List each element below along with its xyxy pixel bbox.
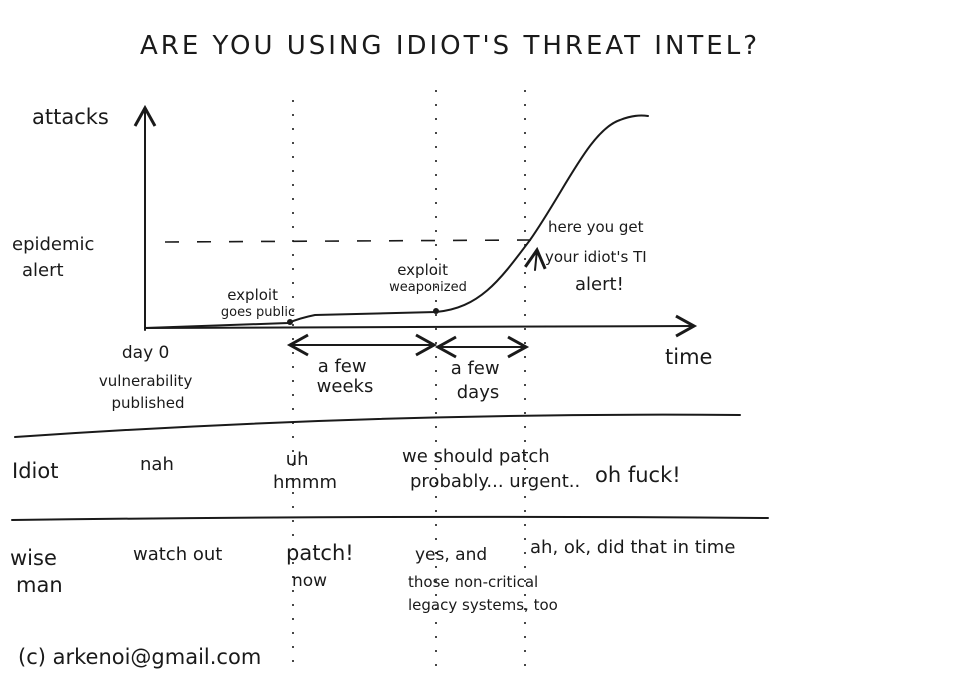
row-cell: watch out: [133, 544, 222, 565]
row-cell-line: legacy systems, too: [408, 596, 558, 614]
point: [287, 319, 293, 325]
row-label-line: wise: [10, 546, 57, 570]
arrow: [524, 246, 547, 271]
threshold-label-line: epidemic: [12, 234, 94, 255]
interval-label-line: days: [457, 382, 500, 403]
row-label-line: man: [16, 573, 63, 597]
row-label: Idiot: [12, 459, 58, 483]
x-axis: [144, 314, 698, 338]
annotation-line: exploit: [227, 286, 278, 304]
interval-label: a few days: [451, 358, 506, 403]
annotation-line: vulnerability: [99, 372, 193, 390]
threshold-label: epidemic alert: [12, 234, 100, 281]
row-cell: ah, ok, did that in time: [530, 537, 735, 558]
row-cell: oh fuck!: [595, 463, 681, 487]
point: [433, 308, 439, 314]
row-cell-line: now: [292, 571, 327, 591]
row-cell: nah: [140, 454, 174, 475]
x-axis-label: time: [665, 345, 712, 369]
annotation-line: here you get: [548, 218, 644, 236]
row-cell: uh hmmm: [273, 449, 337, 493]
row-cell-line: patch!: [286, 541, 354, 565]
annotation: here you get your idiot's TI alert!: [545, 218, 652, 295]
title: ARE YOU USING IDIOT'S THREAT INTEL?: [140, 31, 760, 61]
attack-curve: [144, 114, 649, 329]
row-cell-line: hmmm: [273, 472, 337, 493]
annotation-line: weaponized: [389, 280, 467, 295]
separator: [14, 413, 741, 438]
row-cell: patch! now: [286, 541, 360, 591]
footer: (c) arkenoi@gmail.com: [18, 645, 261, 669]
annotation-line: day 0: [122, 343, 170, 363]
separator: [11, 515, 769, 521]
row-cell-line: uh: [286, 449, 309, 470]
annotation-line: alert!: [575, 274, 624, 295]
y-axis-label: attacks: [32, 105, 109, 129]
row-cell-line: probably... urgent..: [410, 471, 580, 492]
row-cell-line: those non-critical: [408, 573, 538, 591]
annotation-line: your idiot's TI: [545, 248, 647, 266]
row-cell-line: yes, and: [415, 545, 487, 565]
annotation-line: goes public: [221, 305, 295, 320]
interval-label: a few weeks: [317, 356, 374, 397]
interval-label-line: a few: [318, 356, 367, 377]
row-cell: yes, and those non-critical legacy syste…: [408, 545, 558, 614]
row-label: wise man: [10, 546, 64, 597]
interval-label-line: weeks: [317, 376, 374, 397]
interval-label-line: a few: [451, 358, 500, 379]
annotation-line: published: [112, 394, 185, 412]
annotation: exploit weaponized: [389, 261, 467, 295]
annotation: exploit goes public: [221, 286, 295, 320]
threshold-label-line: alert: [22, 260, 64, 281]
row-cell-line: we should patch: [402, 446, 550, 467]
annotation: day 0 vulnerability published: [99, 343, 197, 412]
row-cell: we should patch probably... urgent..: [402, 446, 580, 492]
annotation-line: exploit: [397, 261, 448, 279]
